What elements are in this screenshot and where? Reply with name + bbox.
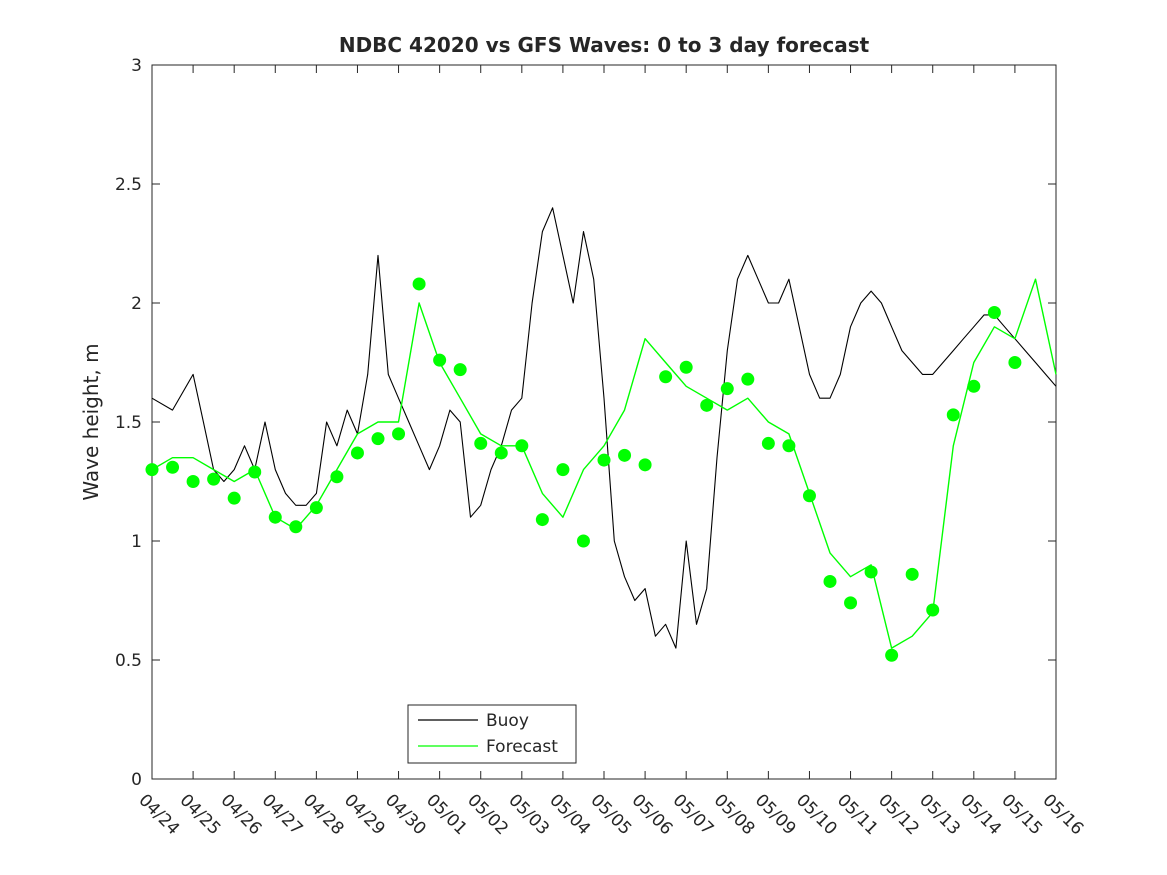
forecast-marker <box>761 436 775 450</box>
forecast-marker <box>535 513 549 527</box>
forecast-marker <box>638 458 652 472</box>
forecast-series-line <box>151 278 1057 649</box>
y-axis: 0 0.5 1 1.5 2 2.5 3 <box>115 56 1056 790</box>
forecast-marker <box>967 379 981 393</box>
y-tick-label: 1.5 <box>115 413 142 433</box>
forecast-marker <box>926 603 940 617</box>
forecast-marker <box>844 596 858 610</box>
buoy-series-line <box>151 207 1057 649</box>
y-tick-label: 0.5 <box>115 651 142 671</box>
forecast-marker <box>392 427 406 441</box>
y-tick-label: 0 <box>131 770 142 790</box>
forecast-marker <box>227 491 241 505</box>
y-tick-label: 2.5 <box>115 175 142 195</box>
y-tick-label: 3 <box>131 56 142 76</box>
forecast-marker <box>309 501 323 515</box>
y-tick-label: 1 <box>131 532 142 552</box>
forecast-marker <box>679 360 693 374</box>
forecast-marker <box>474 436 488 450</box>
forecast-marker <box>946 408 960 422</box>
forecast-marker <box>289 520 303 534</box>
forecast-marker <box>166 460 180 474</box>
forecast-marker <box>556 463 570 477</box>
y-tick-label: 2 <box>131 294 142 314</box>
forecast-marker <box>700 398 714 412</box>
forecast-marker <box>576 534 590 548</box>
forecast-marker <box>597 453 611 467</box>
chart-title: NDBC 42020 vs GFS Waves: 0 to 3 day fore… <box>339 33 870 57</box>
plot-area <box>151 64 1057 780</box>
forecast-marker <box>885 648 899 662</box>
forecast-marker <box>494 446 508 460</box>
forecast-marker <box>618 448 632 462</box>
forecast-marker <box>515 439 529 453</box>
legend-label-forecast: Forecast <box>486 737 558 757</box>
series-layer <box>145 207 1057 662</box>
legend-label-buoy: Buoy <box>486 711 529 731</box>
y-axis-label: Wave height, m <box>79 343 103 500</box>
forecast-marker <box>782 439 796 453</box>
legend: Buoy Forecast <box>407 704 577 764</box>
forecast-marker <box>1008 356 1022 369</box>
forecast-marker <box>741 372 755 386</box>
forecast-marker <box>905 567 919 581</box>
forecast-marker <box>330 470 344 484</box>
forecast-marker <box>659 370 673 384</box>
forecast-marker <box>823 574 837 588</box>
forecast-marker <box>371 432 385 446</box>
forecast-marker <box>268 510 282 524</box>
forecast-marker <box>145 463 159 477</box>
forecast-marker <box>864 565 878 579</box>
forecast-marker <box>720 382 734 396</box>
forecast-marker <box>433 353 447 367</box>
forecast-marker <box>207 472 221 486</box>
forecast-marker <box>802 489 816 503</box>
forecast-marker <box>350 446 364 460</box>
forecast-marker <box>453 363 467 377</box>
legend-box <box>407 704 577 764</box>
forecast-marker <box>987 306 1001 320</box>
forecast-marker <box>248 465 262 479</box>
forecast-marker <box>412 277 426 291</box>
forecast-marker <box>186 475 200 488</box>
